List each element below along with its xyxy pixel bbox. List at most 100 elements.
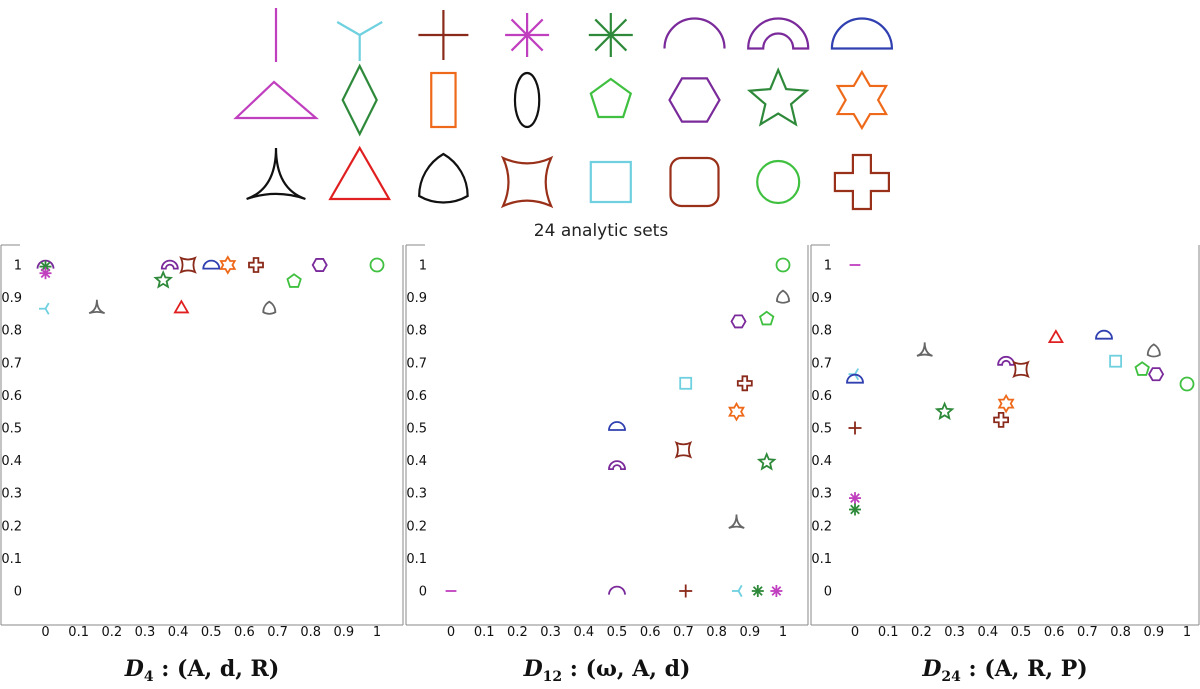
x-tick-label: 0.5 xyxy=(1011,625,1032,640)
x-tick-label: 0.6 xyxy=(640,625,661,640)
point-deltoid xyxy=(88,299,106,315)
star6-icon xyxy=(835,69,889,131)
x-tick-label: 0.8 xyxy=(300,625,321,640)
point-asterisk8 xyxy=(849,492,861,505)
x-tick-label: 0.1 xyxy=(878,625,899,640)
point-cross xyxy=(993,411,1009,428)
y-tick-label: 0.3 xyxy=(811,487,832,502)
point-asterisk8 xyxy=(751,585,764,597)
point-reuleaux xyxy=(262,300,277,315)
x-tick-label: 0.2 xyxy=(911,625,932,640)
point-semicircle-arc xyxy=(608,585,626,595)
deltoid-icon xyxy=(246,147,306,201)
asterisk8-icon xyxy=(505,13,550,57)
y-tick-label: 0.9 xyxy=(406,291,427,306)
point-star5 xyxy=(756,451,777,471)
scatter-panel-3: 0 0.1 0.2 0.3 0.4 0.5 0.6 0.7 0.8 0.9 1 0 0.1 0.2 0.3 0… xyxy=(810,244,1200,685)
x-tick-label: 0.5 xyxy=(201,625,222,640)
point-asterisk8 xyxy=(849,503,861,516)
y-tick-label: 0.7 xyxy=(1,356,22,371)
x-tick-label: 0.6 xyxy=(234,625,255,640)
point-circle xyxy=(1179,376,1195,392)
x-tick-label: 0.4 xyxy=(168,625,189,640)
figure-caption: 24 analytic sets xyxy=(534,221,669,241)
x-tick-label: 0 xyxy=(851,625,859,640)
obtuse-triangle-icon xyxy=(233,80,319,120)
y-tick-label: 0.1 xyxy=(1,552,22,567)
half-disk-icon xyxy=(830,17,894,50)
y-tick-label: 0.7 xyxy=(406,356,427,371)
y-tick-label: 0.5 xyxy=(406,422,427,437)
point-pentagon xyxy=(1134,361,1150,376)
point-star6 xyxy=(219,255,237,275)
point-concave-square xyxy=(179,256,197,274)
point-triangle xyxy=(173,299,190,314)
x-tick-label: 0.8 xyxy=(1110,625,1131,640)
point-half-disk xyxy=(202,259,221,270)
point-star6 xyxy=(997,393,1015,414)
y-tick-label: 0.4 xyxy=(811,454,832,469)
point-hexagon xyxy=(730,314,747,329)
scatter-panels: 0 0.1 0.2 0.3 0.4 0.5 0.6 0.7 0.8 0.9 1 0 0.1 0.2 0.3 0… xyxy=(0,244,1200,685)
x-tick-label: 0 xyxy=(447,625,455,640)
x-tick-label: 0.7 xyxy=(267,625,288,640)
pentagon-icon xyxy=(589,77,633,119)
point-tripod xyxy=(39,302,50,315)
x-tick-label: 0.9 xyxy=(1143,625,1164,640)
star5-icon xyxy=(746,67,810,127)
point-triangle xyxy=(1047,329,1064,344)
shape-gallery xyxy=(233,8,894,211)
rhombus-icon xyxy=(341,63,378,137)
scatter-panel-2: 0 0.1 0.2 0.3 0.4 0.5 0.6 0.7 0.8 0.9 1 0 0.1 0.2 0.3 0… xyxy=(405,244,809,685)
point-pentagon xyxy=(758,310,775,326)
plus-icon xyxy=(418,10,469,60)
x-tick-label: 0.2 xyxy=(507,625,528,640)
y-tick-label: 0.1 xyxy=(406,552,427,567)
x-tick-label: 1 xyxy=(373,625,381,640)
point-cross xyxy=(248,257,264,273)
x-tick-label: 0.1 xyxy=(68,625,89,640)
x-tick-label: 0 xyxy=(41,625,49,640)
point-reuleaux xyxy=(1146,343,1161,358)
y-tick-label: 0.4 xyxy=(1,454,22,469)
x-tick-label: 0.3 xyxy=(944,625,965,640)
x-tick-label: 0.8 xyxy=(706,625,727,640)
x-tick-label: 0.7 xyxy=(1077,625,1098,640)
y-tick-label: 1 xyxy=(14,259,22,274)
point-circle xyxy=(369,257,385,273)
panel-title: D4 : (A, d, R) xyxy=(124,656,279,685)
tripod-icon xyxy=(336,21,383,61)
scatter-panel-1: 0 0.1 0.2 0.3 0.4 0.5 0.6 0.7 0.8 0.9 1 0 0.1 0.2 0.3 0… xyxy=(0,244,404,685)
x-tick-label: 1 xyxy=(779,625,787,640)
x-tick-label: 0.7 xyxy=(673,625,694,640)
point-asterisk8 xyxy=(770,585,783,597)
reuleaux-icon xyxy=(418,152,469,204)
y-tick-label: 0.9 xyxy=(1,291,22,306)
panel-title: D24 : (A, R, P) xyxy=(921,656,1087,685)
y-tick-label: 0.7 xyxy=(811,356,832,371)
point-star5 xyxy=(934,401,955,421)
point-half-disk xyxy=(1095,329,1113,340)
y-tick-label: 0.1 xyxy=(811,552,832,567)
x-tick-label: 0.2 xyxy=(101,625,122,640)
point-concave-square xyxy=(1012,360,1030,379)
point-square xyxy=(679,376,693,390)
y-tick-label: 0.6 xyxy=(406,389,427,404)
point-asterisk8 xyxy=(39,267,52,280)
hexagon-icon xyxy=(668,77,721,123)
y-tick-label: 0.3 xyxy=(406,487,427,502)
y-tick-label: 0.8 xyxy=(811,324,832,339)
point-half-disk xyxy=(846,373,864,384)
y-tick-label: 0.8 xyxy=(1,324,22,339)
y-tick-label: 0.8 xyxy=(406,324,427,339)
point-half-annulus xyxy=(608,460,626,470)
point-deltoid xyxy=(916,342,933,357)
square-icon xyxy=(589,160,632,204)
x-tick-label: 0.5 xyxy=(607,625,628,640)
triangle-icon xyxy=(328,145,392,201)
concave-square-icon xyxy=(500,155,554,209)
y-tick-label: 0.2 xyxy=(406,519,427,534)
asterisk8-icon xyxy=(588,13,633,57)
x-tick-label: 0.1 xyxy=(474,625,495,640)
